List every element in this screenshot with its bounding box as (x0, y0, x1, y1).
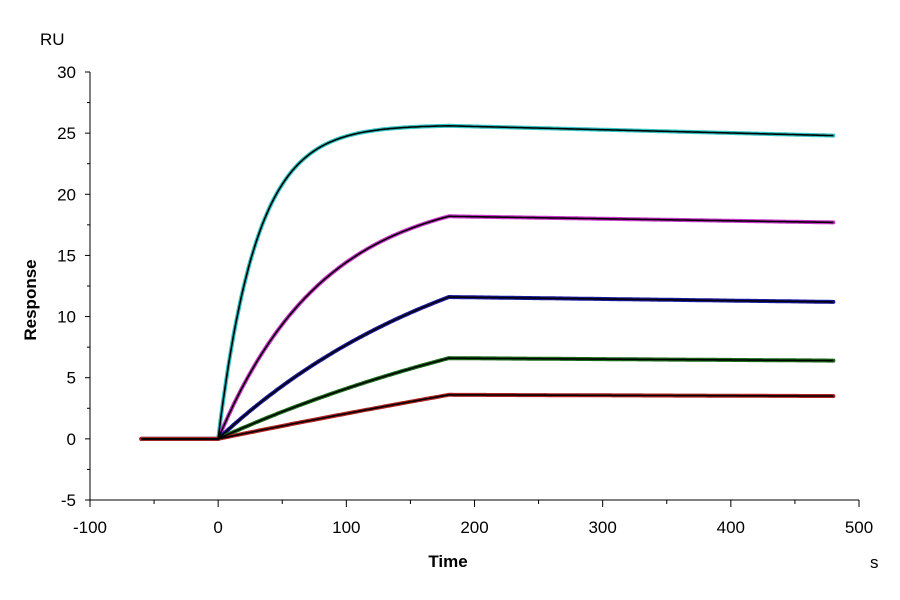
y-tick-label: -5 (61, 491, 76, 510)
x-tick-label: 0 (213, 518, 222, 537)
y-ticks: -5 0 5 10 15 20 25 30 (57, 63, 90, 510)
series-2-data-line (139, 214, 836, 441)
y-tick-label: 20 (57, 185, 76, 204)
y-axis: -5 0 5 10 15 20 25 30 (57, 63, 91, 510)
y-tick-label: 10 (57, 308, 76, 327)
x-tick-label: 300 (588, 518, 616, 537)
series-3-data-line (139, 295, 836, 441)
series-layer (139, 123, 836, 441)
y-unit-label: RU (40, 30, 65, 49)
x-axis-title: Time (428, 552, 467, 571)
x-tick-label: 100 (332, 518, 360, 537)
series-5-fit-line (141, 394, 834, 440)
y-tick-label: 15 (57, 246, 76, 265)
series-3-fit-line (141, 296, 834, 440)
y-tick-label: 25 (57, 124, 76, 143)
y-tick-label: 30 (57, 63, 76, 82)
x-axis: -100 0 100 200 300 400 500 (73, 499, 873, 537)
x-unit-label: s (870, 553, 879, 572)
x-ticks: -100 0 100 200 300 400 500 (73, 500, 873, 537)
x-tick-label: 400 (717, 518, 745, 537)
series-4-fit-line (141, 357, 834, 440)
x-tick-label: -100 (73, 518, 107, 537)
series-2-fit-line (141, 215, 834, 440)
y-tick-label: 0 (67, 430, 76, 449)
x-tick-label: 500 (845, 518, 873, 537)
y-axis-title: Response (21, 259, 40, 340)
y-tick-label: 5 (67, 369, 76, 388)
x-tick-label: 200 (460, 518, 488, 537)
series-1-fit-line (141, 125, 834, 440)
